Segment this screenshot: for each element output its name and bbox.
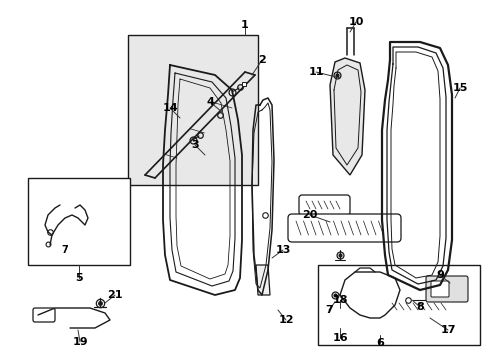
Text: 21: 21 (107, 290, 122, 300)
Text: 20: 20 (302, 210, 317, 220)
Text: 1: 1 (241, 20, 248, 30)
FancyBboxPatch shape (425, 276, 467, 302)
Text: 7: 7 (325, 305, 332, 315)
Text: 12: 12 (278, 315, 293, 325)
Text: 11: 11 (307, 67, 323, 77)
Text: 15: 15 (451, 83, 467, 93)
Text: 14: 14 (162, 103, 178, 113)
Text: 13: 13 (275, 245, 290, 255)
Text: 17: 17 (439, 325, 455, 335)
Text: 5: 5 (75, 273, 82, 283)
FancyBboxPatch shape (298, 195, 349, 215)
Text: 7: 7 (61, 245, 68, 255)
Text: 19: 19 (72, 337, 88, 347)
Text: 16: 16 (331, 333, 347, 343)
Bar (28, 178, 130, 265)
FancyBboxPatch shape (33, 308, 55, 322)
FancyBboxPatch shape (287, 214, 400, 242)
Text: 4: 4 (205, 97, 214, 107)
Polygon shape (329, 58, 364, 175)
Bar (128, 35, 258, 185)
Text: 6: 6 (375, 338, 383, 348)
Text: 10: 10 (347, 17, 363, 27)
Text: 18: 18 (331, 295, 347, 305)
FancyBboxPatch shape (384, 297, 460, 316)
Polygon shape (256, 265, 269, 295)
Text: 8: 8 (415, 302, 423, 312)
Bar (317, 265, 479, 345)
Text: 2: 2 (258, 55, 265, 65)
Text: 3: 3 (191, 140, 199, 150)
FancyBboxPatch shape (430, 281, 448, 297)
Text: 9: 9 (435, 270, 443, 280)
